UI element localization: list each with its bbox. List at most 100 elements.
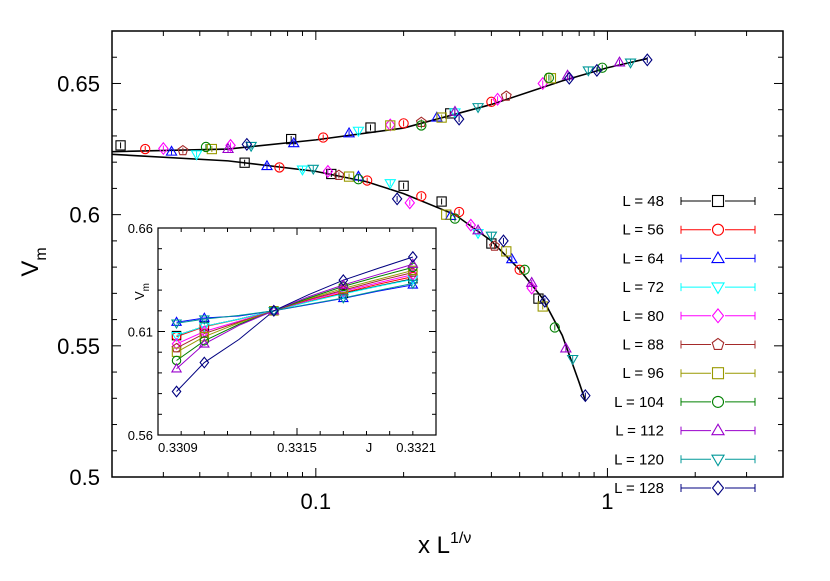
data-point — [384, 118, 396, 132]
data-point — [385, 120, 396, 131]
inset-data-point — [407, 258, 419, 268]
data-point — [561, 69, 574, 80]
legend-entry-l-64: L = 64 — [622, 250, 756, 267]
data-point — [296, 165, 309, 176]
data-point — [641, 53, 653, 67]
data-point — [225, 138, 236, 153]
data-point — [537, 301, 548, 312]
series-l-104 — [200, 62, 608, 333]
legend-marker — [710, 282, 726, 295]
legend-marker — [711, 308, 725, 324]
x-tick-label: 1 — [601, 489, 613, 514]
main-plot-frame — [111, 30, 784, 478]
data-point — [500, 90, 512, 101]
y-tick-label: 0.65 — [57, 71, 100, 96]
legend-entry-l-88: L = 88 — [622, 337, 756, 354]
data-point — [624, 58, 637, 69]
legend-label: L = 96 — [622, 365, 664, 382]
data-point — [245, 141, 258, 153]
fit-curve-1 — [111, 57, 648, 153]
legend-label: L = 128 — [614, 480, 664, 497]
inset-data-point — [408, 265, 418, 276]
legend-entry-l-104: L = 104 — [614, 394, 756, 411]
data-point — [398, 118, 409, 129]
data-point — [472, 103, 485, 114]
legend-marker-bg — [711, 452, 725, 467]
legend-marker-bg — [711, 481, 725, 495]
data-point — [190, 150, 203, 161]
inset-data-point — [170, 316, 183, 326]
data-point — [559, 342, 572, 353]
y-axis-label-subscript: m — [33, 247, 50, 260]
data-point — [416, 191, 427, 202]
inset-data-point — [198, 312, 210, 322]
legend-label: L = 104 — [614, 394, 664, 411]
data-point — [472, 224, 485, 235]
inset-series-l-112 — [170, 258, 419, 373]
legend: L = 48 L = 56 L = 64 L = 72 L = 80 L = 88 L = … — [614, 193, 756, 497]
data-point — [597, 62, 608, 73]
inset-data-point — [171, 337, 182, 351]
legend-entry-l-80: L = 80 — [622, 308, 756, 325]
inset-data-point — [198, 315, 210, 326]
legend-marker-bg — [711, 423, 725, 438]
data-point — [343, 126, 356, 138]
series-l-80 — [158, 76, 549, 295]
legend-label: L = 56 — [622, 222, 664, 239]
data-point — [318, 132, 329, 143]
inset-data-point — [338, 274, 349, 287]
legend-label: L = 112 — [615, 423, 664, 440]
legend-marker — [711, 395, 725, 408]
inset-x-tick-label: 0.3315 — [277, 440, 317, 455]
data-point — [260, 159, 273, 171]
data-point — [448, 105, 461, 116]
inset-data-point — [198, 337, 210, 348]
inset-data-point — [337, 292, 349, 303]
inset-y-tick-label: 0.56 — [128, 428, 153, 443]
data-point — [582, 66, 595, 77]
inset-y-axis-label-base: V — [132, 291, 147, 300]
inset-axis-ticks: 0.3309 0.3315 0.3321 0.56 0.61 0.66 — [128, 221, 437, 455]
legend-label: L = 120 — [614, 451, 664, 468]
data-point — [158, 141, 169, 156]
data-point — [398, 180, 409, 191]
inset-data-point — [170, 319, 183, 330]
legend-entry-l-112: L = 112 — [615, 423, 756, 440]
data-point — [489, 240, 500, 251]
data-point — [613, 56, 626, 67]
legend-marker — [711, 194, 725, 208]
data-point — [391, 192, 403, 206]
data-point — [343, 171, 355, 182]
data-point — [525, 276, 538, 287]
data-point — [206, 143, 218, 155]
series-l-128 — [241, 53, 653, 403]
inset-y-axis-label-subscript: m — [141, 283, 152, 291]
inset-series-lines — [176, 256, 413, 392]
legend-entry-l-56: L = 56 — [622, 222, 756, 239]
inset-data-point — [268, 304, 279, 317]
legend-marker — [710, 454, 726, 467]
legend-marker — [711, 337, 725, 350]
x-axis-label-exponent: 1/ν — [450, 530, 471, 547]
inset-data-point — [170, 362, 183, 373]
main-data-points — [115, 53, 653, 403]
data-point — [404, 196, 416, 210]
data-point — [436, 112, 447, 123]
data-point — [239, 157, 250, 168]
legend-label: L = 48 — [622, 193, 664, 210]
data-point — [465, 218, 477, 232]
x-tick-label: 0.1 — [301, 489, 332, 514]
series-l-112 — [222, 56, 626, 353]
inset-data-points — [170, 250, 419, 398]
data-point — [591, 63, 603, 77]
legend-marker-bg — [711, 308, 725, 323]
x-axis-label: x L1/ν — [418, 530, 471, 559]
inset-y-tick-label: 0.66 — [128, 221, 153, 236]
data-point — [486, 96, 497, 107]
inset-data-point — [268, 307, 280, 317]
data-point — [519, 264, 530, 275]
data-point — [165, 145, 178, 156]
data-point — [222, 142, 235, 154]
inset-data-point — [337, 294, 349, 304]
